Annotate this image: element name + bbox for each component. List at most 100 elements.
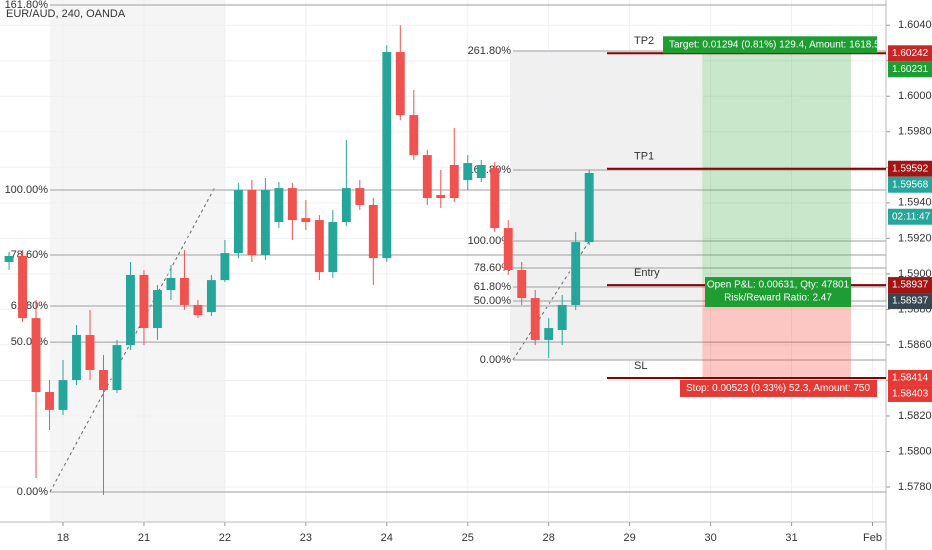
- fib-label: 0.00%: [17, 486, 48, 498]
- candle-body: [72, 334, 81, 381]
- price-tag-label: 1.58937: [892, 280, 929, 291]
- countdown: 02:11:47: [892, 211, 931, 222]
- x-tick-label: 24: [381, 532, 393, 544]
- candle-body: [301, 218, 311, 223]
- x-tick-label: 29: [624, 532, 636, 544]
- candle-body: [409, 115, 419, 156]
- price-tag: [888, 160, 932, 177]
- fib-label: 61.80%: [474, 281, 512, 293]
- price-tag-label: 1.60231: [892, 64, 929, 75]
- candle-body: [287, 188, 297, 221]
- x-tick-label: Feb: [863, 532, 882, 544]
- candle-body: [233, 190, 243, 254]
- price-tag: [888, 369, 932, 386]
- candle-body: [139, 274, 149, 329]
- fib-label: 161.80%: [5, 0, 49, 11]
- price-tag-label: 1.58403: [892, 389, 929, 400]
- rr-text: Risk/Reward Ratio: 2.47: [724, 293, 832, 304]
- fib-label: 100.00%: [5, 184, 49, 196]
- shade: [50, 0, 225, 522]
- x-tick-label: 23: [300, 532, 312, 544]
- candle-body: [99, 369, 108, 391]
- price-tag: [888, 385, 932, 402]
- y-tick-label: 1.60400: [898, 19, 932, 31]
- candle-body: [530, 298, 540, 340]
- candle-body: [436, 195, 446, 199]
- fib-label: 0.00%: [480, 354, 511, 366]
- chart-title: EUR/AUD, 240, OANDA: [6, 8, 126, 20]
- candle-body: [260, 190, 270, 256]
- position-label: TP1: [634, 151, 654, 163]
- candle-body: [166, 277, 176, 291]
- fib-label: 50.00%: [474, 295, 512, 307]
- candle-body: [476, 165, 486, 178]
- y-tick-label: 1.58600: [898, 339, 932, 351]
- pnl-box: [705, 277, 851, 308]
- candle-body: [45, 391, 54, 410]
- candle-body: [395, 52, 405, 116]
- annotations: Target: 0.01294 (0.81%) 129.4, Amount: 1…: [663, 36, 932, 402]
- candle-body: [557, 304, 567, 331]
- candle-body: [449, 165, 459, 199]
- target-text: Target: 0.01294 (0.81%) 129.4, Amount: 1…: [669, 39, 886, 50]
- candle-body: [503, 228, 513, 270]
- position-label: Entry: [634, 267, 660, 279]
- y-tick-label: 1.59200: [898, 232, 932, 244]
- candle-body: [112, 345, 122, 391]
- y-tick-label: 1.59400: [898, 197, 932, 209]
- shade: [510, 51, 703, 360]
- price-tag-label: 1.59592: [892, 163, 929, 174]
- candle-body: [314, 220, 324, 273]
- fib-label: 50.00%: [11, 336, 49, 348]
- fib-label: 161.80%: [468, 164, 512, 176]
- candle-body: [584, 172, 594, 243]
- candle-body: [571, 242, 581, 305]
- price-tag: [888, 45, 932, 62]
- y-tick-label: 1.60000: [898, 90, 932, 102]
- target-box: [663, 36, 877, 54]
- candle-body: [355, 188, 365, 205]
- candle-body: [31, 318, 41, 392]
- position-label: TP2: [634, 35, 654, 47]
- candle-body: [85, 334, 95, 370]
- candle-body: [274, 188, 284, 223]
- x-tick-label: 21: [138, 532, 150, 544]
- candle-body: [179, 277, 189, 305]
- fib-label: 100.00%: [468, 235, 512, 247]
- candle-body: [18, 255, 27, 319]
- candle-body: [490, 168, 500, 229]
- fib-label: 261.80%: [468, 45, 512, 57]
- candle-body: [368, 204, 378, 259]
- x-tick-label: 18: [57, 532, 69, 544]
- price-tag-label: 1.59568: [892, 179, 929, 190]
- fib-trend: [49, 186, 216, 493]
- fib-label: 61.80%: [11, 300, 49, 312]
- candle-body: [544, 328, 554, 340]
- candle-body: [126, 274, 135, 346]
- candle-body: [193, 304, 203, 316]
- x-tick-label: 25: [462, 532, 474, 544]
- candles: [4, 25, 594, 496]
- position-label: SL: [634, 360, 647, 372]
- candle-body: [341, 188, 351, 223]
- candle-body: [206, 280, 216, 313]
- price-tag-label: 1.58414: [892, 373, 929, 384]
- x-tick-label: 22: [219, 532, 231, 544]
- pnl-text: Open P&L: 0.00631, Qty: 47801: [707, 280, 850, 291]
- x-tick-label: 31: [785, 532, 797, 544]
- fib-label: 78.60%: [474, 262, 512, 274]
- x-tick-label: 30: [704, 532, 716, 544]
- price-tag: [888, 176, 932, 193]
- candle-body: [422, 155, 432, 199]
- candle-body: [4, 255, 14, 262]
- price-tag: [888, 61, 932, 78]
- candle-body: [58, 380, 68, 410]
- stop-text: Stop: 0.00523 (0.33%) 52.3, Amount: 750: [686, 383, 870, 394]
- candle-body: [328, 222, 338, 273]
- price-tag: [888, 277, 932, 294]
- x-tick-label: 28: [543, 532, 555, 544]
- price-tag: [888, 293, 932, 310]
- stop-box: [680, 379, 877, 397]
- candle-body: [463, 163, 473, 181]
- fib-label: 78.60%: [11, 249, 49, 261]
